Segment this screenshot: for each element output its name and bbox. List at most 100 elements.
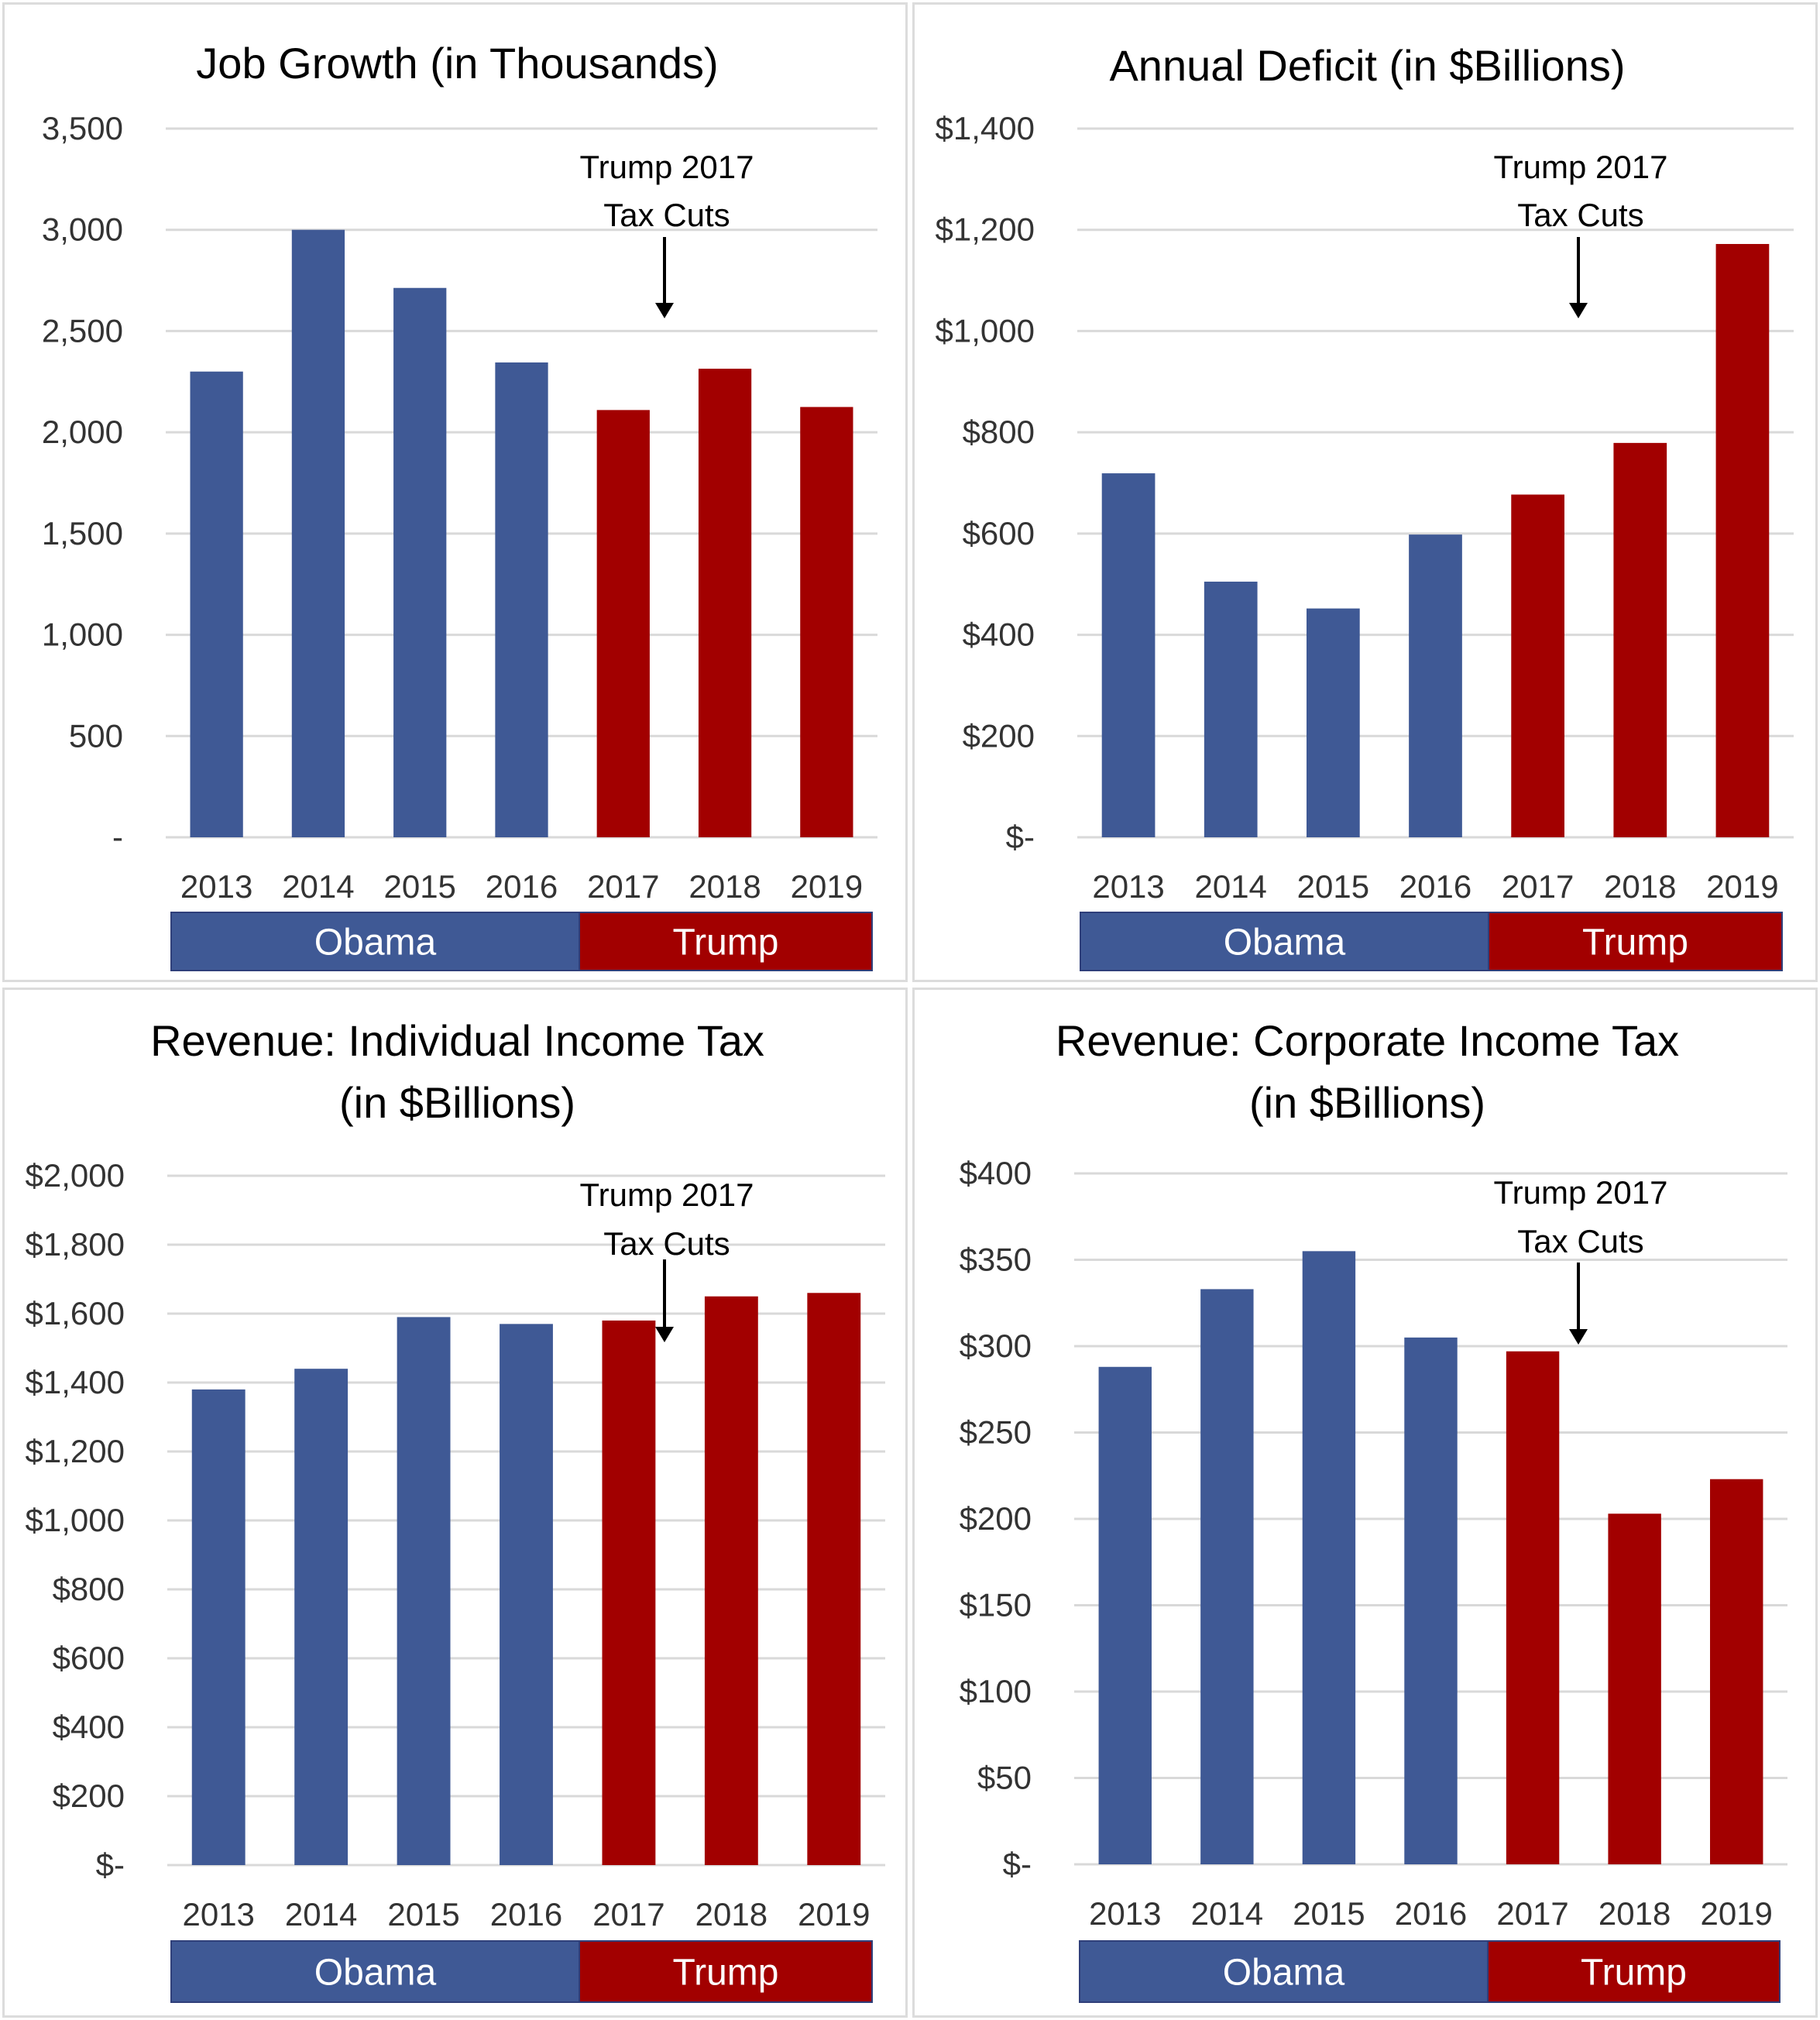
bar-2016 [1409,534,1462,837]
president-band-obama [1079,1940,1489,2003]
bar-2016 [500,1324,553,1865]
bar-2015 [397,1317,451,1865]
chart-title: Revenue: Individual Income Tax [150,1016,764,1065]
y-tick-label: 2,500 [42,312,123,349]
chart-panel: Revenue: Corporate Income Tax (in $Billio… [912,988,1818,2018]
bar-2015 [1307,608,1360,837]
x-tick-label: 2014 [1194,868,1266,905]
president-band-trump [1487,1940,1781,2003]
x-tick-label: 2016 [1399,868,1471,905]
bar-2018 [698,369,752,837]
bar-2018 [1608,1513,1661,1864]
y-tick-label: $200 [960,1500,1032,1537]
x-tick-label: 2013 [182,1896,254,1932]
y-tick-label: 2,000 [42,414,123,450]
bar-2018 [1613,442,1667,837]
y-tick-label: $1,400 [26,1364,125,1400]
x-tick-label: 2016 [490,1896,562,1932]
y-tick-label: $400 [963,617,1035,653]
bar-2014 [1200,1289,1254,1864]
chart-title: Job Growth (in Thousands) [196,39,718,88]
bar-2017 [1506,1351,1560,1864]
x-tick-label: 2018 [695,1896,767,1932]
annotation-arrow-head [1569,1329,1588,1345]
x-tick-label: 2015 [387,1896,459,1932]
y-tick-label: $400 [53,1709,125,1745]
president-band-label: Trump [673,922,779,964]
x-tick-label: 2019 [791,868,863,905]
president-band-obama [170,1940,580,2003]
president-band-label: Trump [1581,1953,1687,1994]
y-tick-label: $- [96,1847,125,1883]
y-tick-label: $400 [960,1155,1032,1191]
president-band-trump [579,912,873,971]
x-tick-label: 2015 [1297,868,1369,905]
y-tick-label: $250 [960,1414,1032,1451]
y-tick-label: $- [1003,1846,1032,1882]
bar-2017 [1511,494,1564,837]
bar-chart: Revenue: Individual Income Tax (in $Billi… [26,1016,885,2003]
x-tick-label: 2013 [1092,868,1164,905]
y-tick-label: $1,600 [26,1295,125,1331]
x-tick-label: 2015 [383,868,455,905]
annotation-label: Trump 2017 [1494,149,1668,185]
president-band-trump [579,1940,873,2003]
y-tick-label: 1,000 [42,617,123,653]
y-tick-label: $1,200 [26,1433,125,1469]
chart-title: (in $Billions) [1249,1078,1485,1127]
bar-2015 [393,287,447,838]
bar-2016 [495,362,548,837]
president-band-obama [1080,912,1489,971]
y-tick-label: $1,000 [26,1502,125,1538]
annotation-label: Trump 2017 [580,149,754,185]
y-tick-label: - [112,819,123,855]
annotation-arrow-head [1569,303,1588,318]
y-tick-label: $150 [960,1587,1032,1623]
y-tick-label: $200 [53,1778,125,1814]
president-band-label: Trump [1582,922,1688,964]
president-band-label: Obama [1224,922,1346,964]
bar-2014 [1204,581,1258,837]
y-tick-label: 3,000 [42,211,123,248]
y-tick-label: $200 [963,717,1035,754]
x-tick-label: 2018 [689,868,761,905]
bar-2019 [1710,1479,1763,1864]
y-tick-label: $800 [53,1571,125,1607]
y-tick-label: $1,800 [26,1226,125,1262]
x-tick-label: 2018 [1604,868,1676,905]
chart-panel: Revenue: Individual Income Tax (in $Billi… [2,988,908,2018]
y-tick-label: 500 [69,717,123,754]
bar-2013 [1098,1366,1152,1864]
y-tick-label: $600 [53,1640,125,1676]
bar-2019 [800,407,853,837]
x-tick-label: 2019 [1700,1895,1772,1932]
annotation-label: Tax Cuts [1517,1223,1643,1259]
chart-title: Revenue: Corporate Income Tax [1056,1016,1679,1065]
x-tick-label: 2015 [1293,1895,1365,1932]
president-band-trump [1488,912,1783,971]
y-tick-label: $2,000 [26,1157,125,1194]
annotation-arrow-head [655,303,674,318]
y-tick-label: 1,500 [42,515,123,551]
x-tick-label: 2017 [1502,868,1574,905]
x-tick-label: 2017 [592,1896,664,1932]
y-tick-label: $600 [963,515,1035,551]
y-tick-label: 3,500 [42,110,123,146]
president-band-label: Obama [314,1953,437,1994]
annotation-arrow-head [655,1327,674,1342]
y-tick-label: $50 [977,1760,1032,1796]
chart-title: (in $Billions) [339,1078,575,1127]
annotation-label: Tax Cuts [603,197,730,233]
x-tick-label: 2017 [587,868,659,905]
annotation-label: Tax Cuts [603,1225,730,1262]
bar-2015 [1302,1251,1356,1864]
bar-2017 [602,1320,656,1865]
president-band-label: Obama [314,922,437,964]
x-tick-label: 2013 [1089,1895,1161,1932]
president-band-label: Trump [673,1953,779,1994]
x-tick-label: 2014 [282,868,354,905]
bar-2019 [807,1293,861,1865]
y-tick-label: $1,200 [936,211,1035,248]
chart-title: Annual Deficit (in $Billions) [1109,41,1625,90]
